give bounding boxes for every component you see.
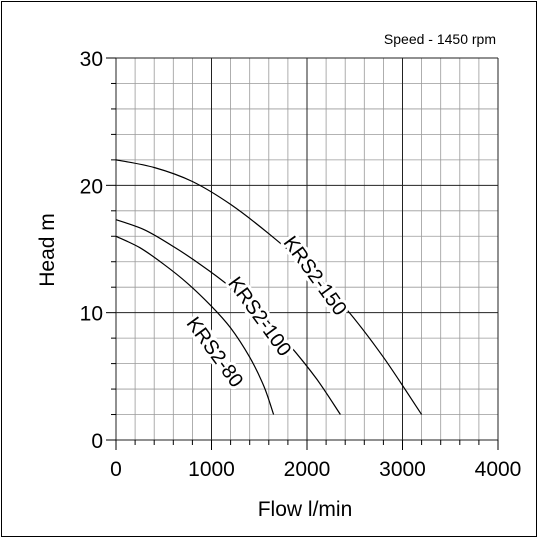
curve-krs2-150	[115, 159, 423, 415]
x-tick-label: 3000	[379, 458, 426, 481]
curve-labels: KRS2-150KRS2-150KRS2-100KRS2-100KRS2-80K…	[179, 229, 354, 394]
x-tick-label: 2000	[284, 458, 331, 481]
curve-label-krs2-80: KRS2-80	[182, 313, 248, 392]
x-axis-title: Flow l/min	[258, 498, 353, 521]
axis-ticks	[106, 57, 499, 450]
curve-krs2-80	[115, 235, 275, 415]
y-tick-label: 30	[80, 48, 103, 71]
curve-krs2-100	[115, 219, 341, 415]
y-tick-label: 20	[80, 175, 103, 198]
curve-label-krs2-100: KRS2-100	[223, 273, 295, 361]
curves	[115, 159, 423, 415]
y-tick-label: 10	[80, 303, 103, 326]
y-axis-title: Head m	[36, 213, 59, 287]
x-tick-label: 4000	[475, 458, 522, 481]
x-tick-label: 0	[110, 458, 122, 481]
curve-label-krs2-150: KRS2-150	[279, 232, 351, 320]
x-tick-label: 1000	[188, 458, 235, 481]
tick-labels: 0 1000 2000 3000 4000 0 10 20 30	[80, 48, 522, 481]
speed-annotation: Speed - 1450 rpm	[384, 31, 496, 47]
y-tick-label: 0	[91, 430, 103, 453]
